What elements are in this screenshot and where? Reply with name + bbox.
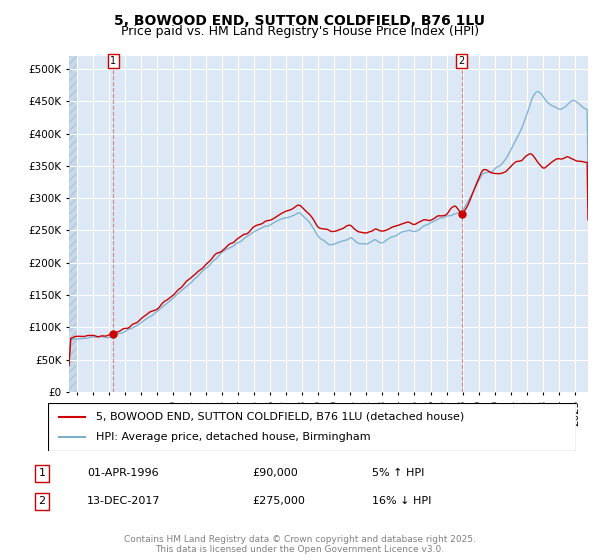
Text: £275,000: £275,000 xyxy=(252,496,305,506)
Text: 13-DEC-2017: 13-DEC-2017 xyxy=(87,496,161,506)
Bar xyxy=(69,56,77,392)
Text: Contains HM Land Registry data © Crown copyright and database right 2025.
This d: Contains HM Land Registry data © Crown c… xyxy=(124,535,476,554)
Text: 5, BOWOOD END, SUTTON COLDFIELD, B76 1LU: 5, BOWOOD END, SUTTON COLDFIELD, B76 1LU xyxy=(115,14,485,28)
Text: Price paid vs. HM Land Registry's House Price Index (HPI): Price paid vs. HM Land Registry's House … xyxy=(121,25,479,38)
Text: 01-APR-1996: 01-APR-1996 xyxy=(87,468,158,478)
Text: 5, BOWOOD END, SUTTON COLDFIELD, B76 1LU (detached house): 5, BOWOOD END, SUTTON COLDFIELD, B76 1LU… xyxy=(95,412,464,422)
Text: £90,000: £90,000 xyxy=(252,468,298,478)
Text: 5% ↑ HPI: 5% ↑ HPI xyxy=(372,468,424,478)
Text: 16% ↓ HPI: 16% ↓ HPI xyxy=(372,496,431,506)
Text: 1: 1 xyxy=(110,56,116,66)
Text: HPI: Average price, detached house, Birmingham: HPI: Average price, detached house, Birm… xyxy=(95,432,370,442)
Text: 2: 2 xyxy=(459,56,465,66)
FancyBboxPatch shape xyxy=(48,403,576,451)
Text: 2: 2 xyxy=(38,496,46,506)
Text: 1: 1 xyxy=(38,468,46,478)
